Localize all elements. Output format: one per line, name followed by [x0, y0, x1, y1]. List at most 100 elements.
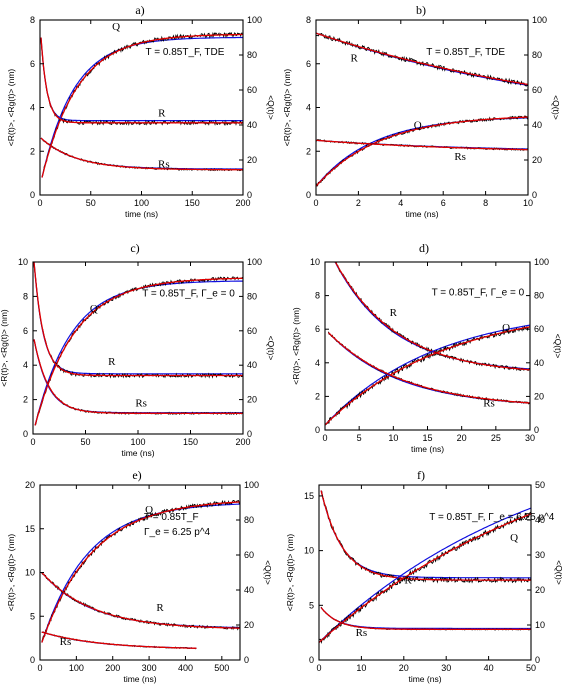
y-tick-label: 0 [30, 190, 35, 200]
x-tick-label: 8 [483, 198, 488, 208]
y2-tick-label: 50 [535, 480, 545, 490]
y2-tick-label: 20 [247, 155, 257, 165]
x-tick-label: 10 [523, 198, 533, 208]
x-tick-label: 25 [491, 433, 501, 443]
y2-tick-label: 60 [532, 85, 542, 95]
y-tick-label: 4 [306, 103, 311, 113]
y2-tick-label: 100 [244, 480, 259, 490]
y2-tick-label: 100 [534, 257, 549, 267]
model-curve-q [325, 324, 530, 426]
x-axis-label: time (ns) [411, 444, 444, 454]
panel-label: a) [135, 3, 144, 17]
x-tick-label: 200 [105, 663, 120, 673]
y2-tick-label: 80 [532, 50, 542, 60]
panel-label: f) [417, 468, 425, 482]
y2-tick-label: 60 [534, 324, 544, 334]
x-axis-label: time (ns) [405, 209, 438, 219]
y-tick-label: 10 [304, 546, 314, 556]
plot-frame [39, 484, 241, 661]
y2-tick-label: 80 [247, 50, 257, 60]
x-axis-label: time (ns) [121, 448, 154, 458]
y-tick-label: 20 [25, 480, 35, 490]
plot-area [325, 262, 530, 426]
y2-tick-label: 80 [247, 291, 257, 301]
y2-tick-label: 40 [247, 120, 257, 130]
y2-tick-label: 10 [535, 620, 545, 630]
y-tick-label: 8 [23, 291, 28, 301]
panel-label: e) [132, 468, 141, 482]
model-curve-q [319, 507, 531, 643]
y-axis-label: <R(t)>, <Rg(t)> (nm) [6, 69, 16, 147]
data-curve-r [320, 491, 531, 584]
fit-curve-r [320, 490, 531, 581]
y2-tick-label: 80 [534, 291, 544, 301]
fit-curve-r [41, 572, 240, 629]
condition-annotation: T = 0.85T_F, TDE [426, 47, 505, 58]
y-tick-label: 0 [315, 425, 320, 435]
fit-curve-q [319, 513, 531, 643]
curve-label-rs: Rs [483, 397, 495, 409]
fit-curve-q [325, 326, 530, 426]
curve-label-q: Q [510, 532, 518, 544]
plot-area [41, 499, 240, 650]
fit-curve-rs [41, 631, 197, 649]
curve-label-rs: Rs [356, 627, 368, 639]
y-tick-label: 4 [30, 103, 35, 113]
curve-label-rs: Rs [454, 151, 466, 163]
fit-curve-rs [40, 137, 243, 171]
y2-tick-label: 0 [247, 190, 252, 200]
curve-label-r: R [156, 602, 164, 614]
y2-tick-label: 20 [247, 395, 257, 405]
y-tick-label: 2 [315, 391, 320, 401]
x-tick-label: 20 [399, 663, 409, 673]
x-tick-label: 50 [86, 198, 96, 208]
data-curve-q [316, 115, 528, 187]
x-tick-label: 15 [422, 433, 432, 443]
y2-tick-label: 40 [534, 358, 544, 368]
curve-label-rs: Rs [158, 159, 170, 171]
x-tick-label: 0 [313, 198, 318, 208]
x-tick-label: 30 [525, 433, 535, 443]
y-tick-label: 15 [25, 524, 35, 534]
y-tick-label: 5 [309, 600, 314, 610]
curve-label-r: R [158, 107, 166, 119]
y2-tick-label: 20 [534, 391, 544, 401]
y2-tick-label: 60 [247, 326, 257, 336]
fit-curve-rs [320, 607, 531, 631]
y2-tick-label: 60 [244, 550, 254, 560]
y-tick-label: 0 [23, 429, 28, 439]
plot-area [40, 31, 243, 178]
y2-tick-label: 0 [534, 425, 539, 435]
x-tick-label: 10 [356, 663, 366, 673]
x-tick-label: 4 [398, 198, 403, 208]
x-tick-label: 20 [457, 433, 467, 443]
y-tick-label: 0 [30, 655, 35, 665]
x-tick-label: 0 [316, 663, 321, 673]
data-curve-r [41, 573, 240, 631]
fit-curve-rs [33, 339, 243, 415]
y2-tick-label: 0 [244, 655, 249, 665]
y2-tick-label: 60 [247, 85, 257, 95]
y-tick-label: 5 [30, 611, 35, 621]
x-tick-label: 200 [235, 437, 250, 447]
panel-label: b) [416, 3, 426, 17]
x-tick-label: 100 [134, 198, 149, 208]
y-tick-label: 6 [306, 59, 311, 69]
y-tick-label: 10 [25, 568, 35, 578]
y2-tick-label: 40 [247, 360, 257, 370]
fit-curve-q [41, 501, 240, 643]
x-axis-label: time (ns) [123, 674, 156, 684]
y2-axis-label: <Q(t)> [266, 336, 276, 361]
curve-label-q: Q [502, 322, 510, 334]
x-tick-label: 6 [441, 198, 446, 208]
panel-e: e)0 100 200 300 400 50005101520020406080100ti… [6, 468, 273, 684]
fit-curve-q [41, 33, 243, 178]
y-tick-label: 2 [306, 146, 311, 156]
x-tick-label: 0 [37, 198, 42, 208]
y2-tick-label: 80 [244, 515, 254, 525]
plot-area [316, 32, 528, 187]
